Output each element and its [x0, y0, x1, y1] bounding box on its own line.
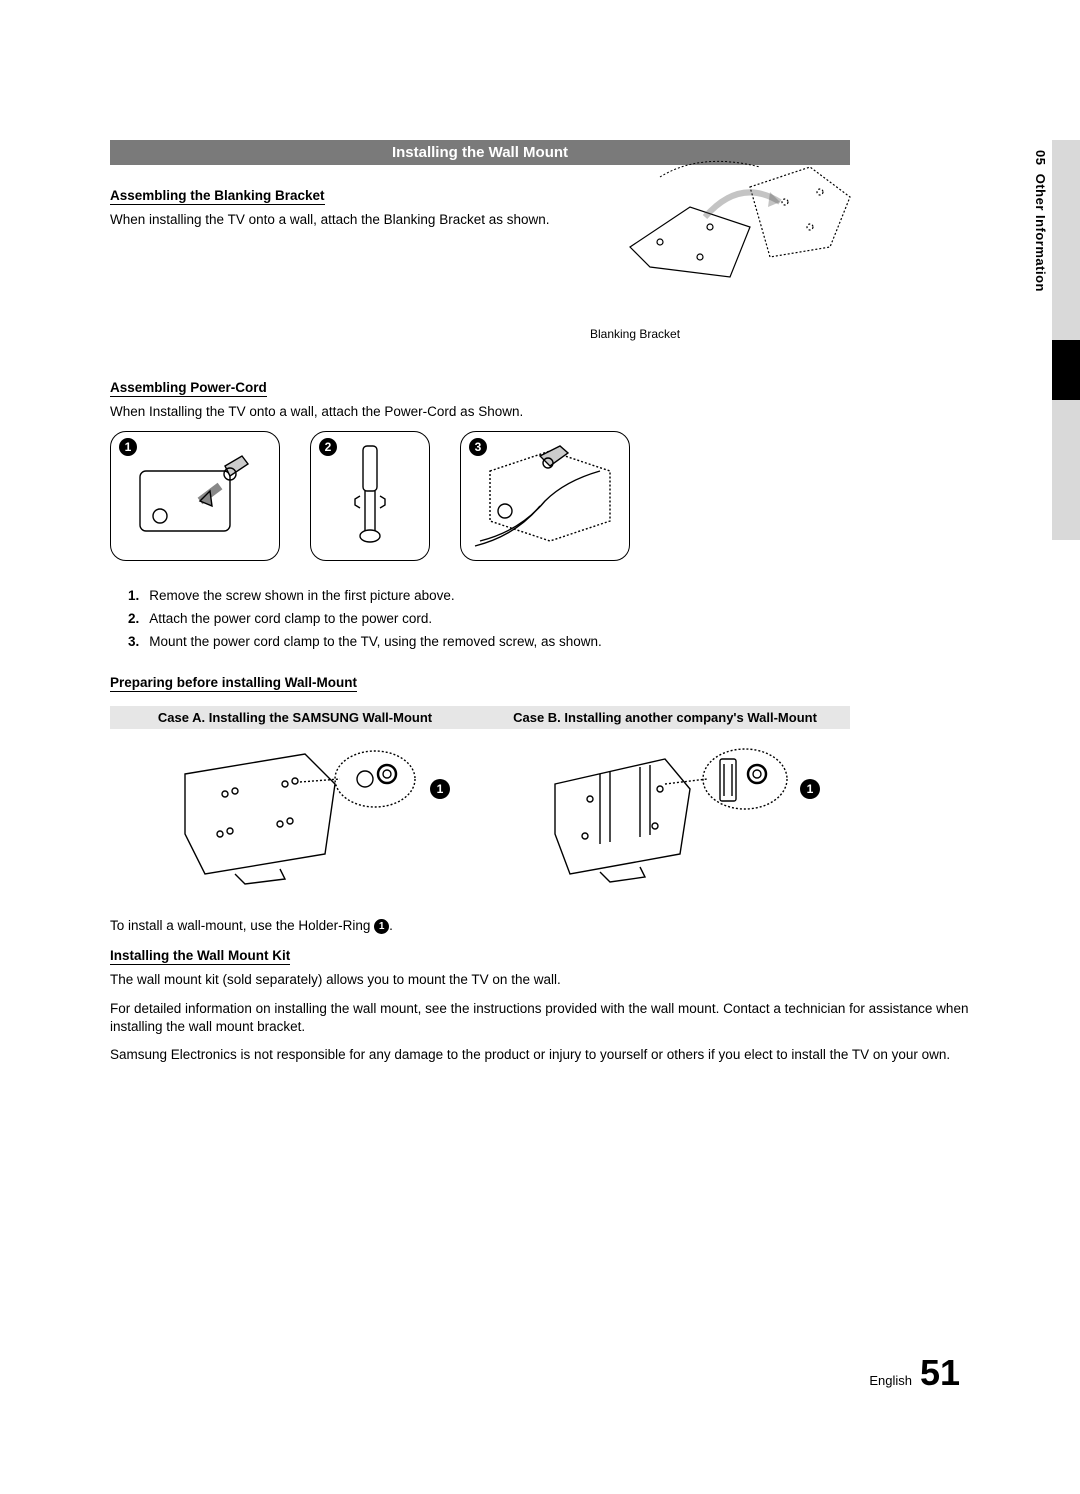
case-b-col: Case B. Installing another company's Wal…	[480, 706, 850, 899]
power-steps-list: 1.Remove the screw shown in the first pi…	[128, 585, 970, 654]
power-text: When Installing the TV onto a wall, atta…	[110, 403, 970, 421]
case-row: Case A. Installing the SAMSUNG Wall-Moun…	[110, 706, 850, 899]
holder-ring-note: To install a wall-mount, use the Holder-…	[110, 917, 970, 935]
kit-p3: Samsung Electronics is not responsible f…	[110, 1046, 970, 1064]
step-text: Attach the power cord clamp to the power…	[149, 611, 432, 626]
ring-callout-b: 1	[800, 779, 820, 799]
list-item: 1.Remove the screw shown in the first pi…	[128, 585, 970, 608]
list-item: 3.Mount the power cord clamp to the TV, …	[128, 631, 970, 654]
prepare-section: Preparing before installing Wall-Mount C…	[110, 674, 970, 935]
step-text: Remove the screw shown in the first pict…	[149, 588, 454, 603]
kit-p1: The wall mount kit (sold separately) all…	[110, 971, 970, 989]
kit-p2: For detailed information on installing t…	[110, 1000, 970, 1036]
blanking-section: Assembling the Blanking Bracket When ins…	[110, 187, 850, 229]
ring-callout-a: 1	[430, 779, 450, 799]
power-panel-3: 3	[460, 431, 630, 561]
power-panels: 1 2	[110, 431, 970, 561]
step-text: Mount the power cord clamp to the TV, us…	[149, 634, 602, 649]
footer-page-number: 51	[920, 1352, 960, 1394]
case-a-diagram: 1	[110, 729, 480, 899]
chapter-num: 05	[1033, 150, 1048, 165]
case-a-header: Case A. Installing the SAMSUNG Wall-Moun…	[110, 706, 480, 729]
page-content: Installing the Wall Mount Assembling the…	[110, 140, 970, 1074]
inline-circle-icon: 1	[374, 919, 389, 934]
list-item: 2.Attach the power cord clamp to the pow…	[128, 608, 970, 631]
kit-heading: Installing the Wall Mount Kit	[110, 948, 290, 965]
power-panel-1: 1	[110, 431, 280, 561]
blanking-heading: Assembling the Blanking Bracket	[110, 188, 325, 205]
footer-lang: English	[869, 1373, 912, 1388]
chapter-label: 05 Other Information	[1033, 150, 1048, 292]
note-suffix: .	[389, 918, 393, 933]
power-panel-2: 2	[310, 431, 430, 561]
side-tab-marker	[1052, 340, 1080, 400]
power-heading: Assembling Power-Cord	[110, 380, 267, 397]
blanking-diagram	[610, 147, 870, 307]
case-b-diagram: 1	[480, 729, 850, 899]
power-section: Assembling Power-Cord When Installing th…	[110, 379, 970, 654]
chapter-title: Other Information	[1033, 174, 1048, 292]
note-prefix: To install a wall-mount, use the Holder-…	[110, 918, 374, 933]
case-a-col: Case A. Installing the SAMSUNG Wall-Moun…	[110, 706, 480, 899]
blanking-label: Blanking Bracket	[590, 327, 680, 341]
prepare-heading: Preparing before installing Wall-Mount	[110, 675, 357, 692]
case-b-header: Case B. Installing another company's Wal…	[480, 706, 850, 729]
page-footer: English 51	[869, 1352, 960, 1394]
kit-section: Installing the Wall Mount Kit The wall m…	[110, 947, 970, 1064]
